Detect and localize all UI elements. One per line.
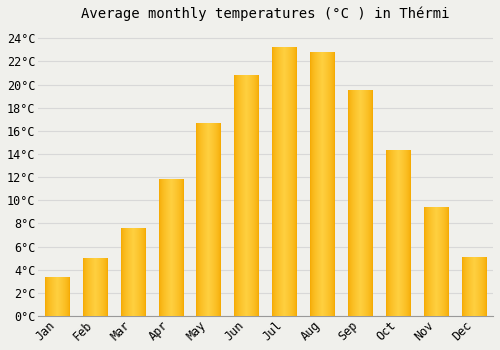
Title: Average monthly temperatures (°C ) in Thérmi: Average monthly temperatures (°C ) in Th… [82,7,450,21]
